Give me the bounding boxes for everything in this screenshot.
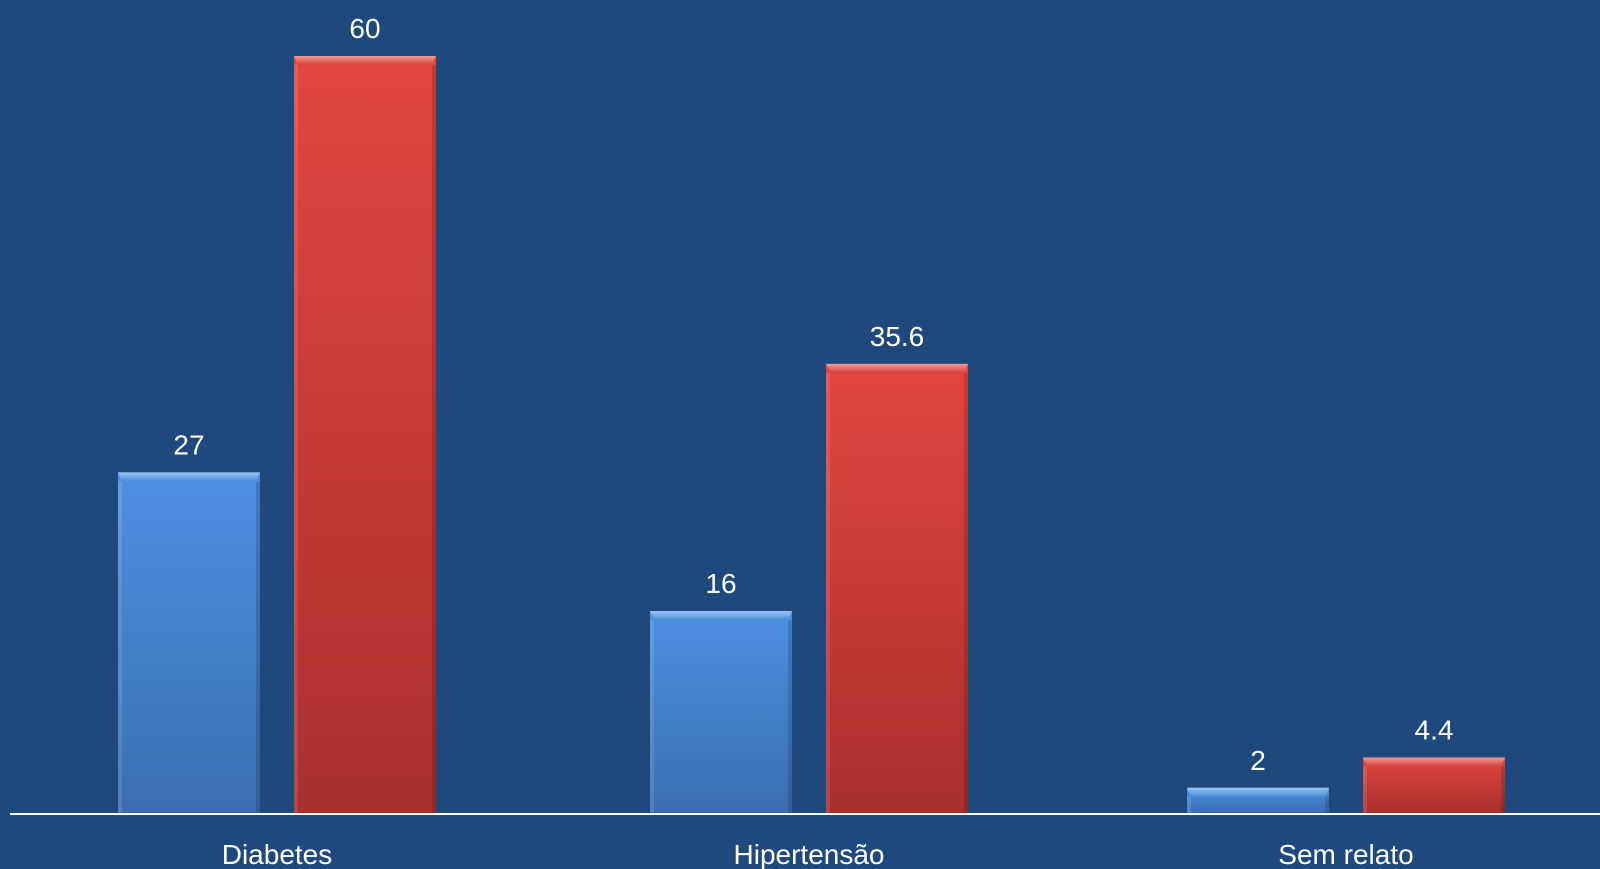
bar-bevel [118,472,260,482]
bar-series1-hipertens-o [650,611,792,813]
data-label: 35.6 [870,321,925,352]
bar-edge-highlight [294,65,298,813]
category-label: Hipertensão [734,839,885,869]
bar-edge-shadow [1325,796,1329,813]
bar-series1-diabetes [118,472,260,813]
data-label: 60 [349,13,380,44]
bar-edge-shadow [964,372,968,813]
bar-bevel [1363,757,1505,767]
bar-edge-highlight [118,481,122,813]
bar-edge-highlight [1363,766,1367,813]
category-labels-group: Diabetes Hipertensão Sem relato [222,839,1414,869]
bar-bevel [294,56,436,65]
category-label: Sem relato [1278,839,1413,869]
bar-bevel [1187,787,1329,797]
data-label: 4.4 [1415,714,1454,745]
bar-series2-hipertens-o [826,363,968,813]
bar-edge-shadow [788,620,792,813]
bar-edge-shadow [1501,766,1505,813]
data-label: 2 [1250,745,1266,776]
bar-edge-highlight [826,372,830,813]
category-label: Diabetes [222,839,333,869]
data-label: 27 [173,429,204,460]
data-label: 16 [705,568,736,599]
bar-series2-sem-relato [1363,757,1505,813]
bar-series2-diabetes [294,56,436,813]
bar-bevel [650,611,792,621]
bar-bevel [826,363,968,373]
bar-edge-highlight [650,620,654,813]
bar-edge-shadow [256,481,260,813]
bar-edge-highlight [1187,796,1191,813]
bar-edge-shadow [432,65,436,813]
bars-group [118,56,1505,813]
data-labels-group: 27 16 2 60 35.6 4.4 [173,13,1453,776]
